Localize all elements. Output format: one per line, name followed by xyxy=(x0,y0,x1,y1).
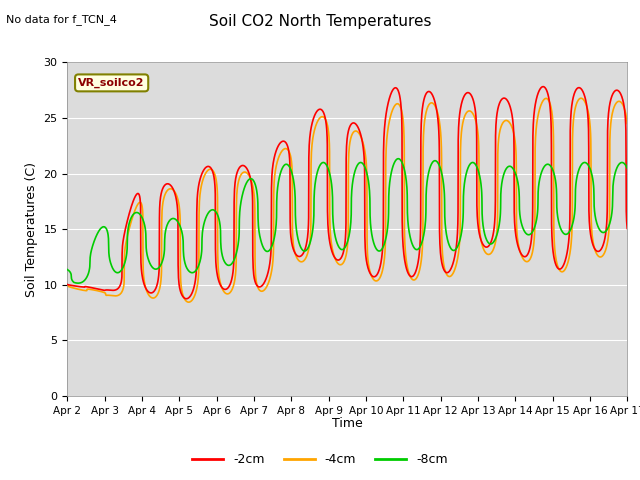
Legend: -2cm, -4cm, -8cm: -2cm, -4cm, -8cm xyxy=(187,448,453,471)
X-axis label: Time: Time xyxy=(332,417,363,430)
Text: No data for f_TCN_4: No data for f_TCN_4 xyxy=(6,14,117,25)
Y-axis label: Soil Temperatures (C): Soil Temperatures (C) xyxy=(25,162,38,297)
Text: Soil CO2 North Temperatures: Soil CO2 North Temperatures xyxy=(209,14,431,29)
Text: VR_soilco2: VR_soilco2 xyxy=(79,78,145,88)
